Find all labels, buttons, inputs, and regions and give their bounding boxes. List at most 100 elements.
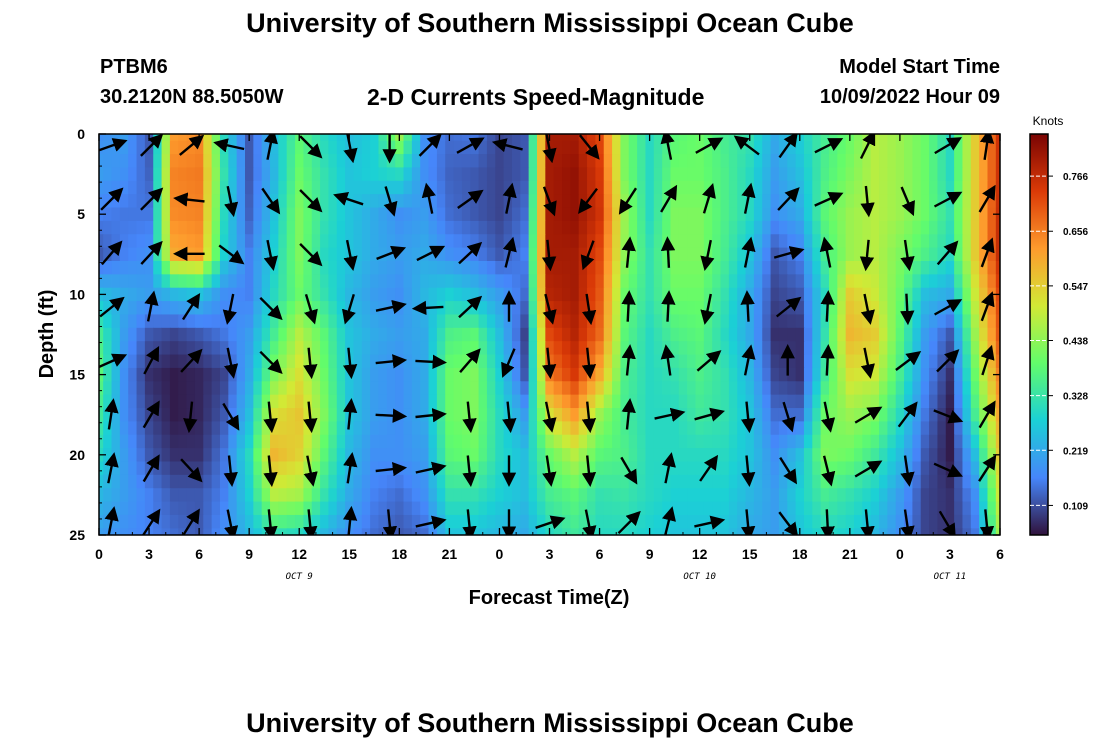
heat-cell (119, 220, 129, 235)
heat-cell (386, 234, 396, 249)
heat-cell (169, 488, 179, 503)
heat-cell (411, 461, 421, 476)
heat-cell (370, 154, 380, 169)
heat-cell (912, 140, 922, 155)
heat-cell (219, 194, 229, 209)
heat-cell (395, 314, 405, 329)
heat-cell (270, 140, 279, 155)
heat-cell (920, 421, 930, 436)
heat-cell (270, 394, 279, 409)
heat-cell (862, 327, 872, 342)
heat-cell (787, 154, 797, 169)
heat-cell (528, 514, 538, 529)
heat-cell (787, 220, 797, 235)
heat-cell (987, 461, 997, 476)
heat-cell (562, 207, 571, 222)
heat-cell (286, 341, 296, 356)
heat-cell (637, 448, 647, 463)
heat-cell (361, 287, 371, 302)
heat-cell (144, 327, 154, 342)
heat-cell (320, 461, 330, 476)
heat-cell (161, 474, 171, 489)
heat-cell (845, 287, 855, 302)
heat-cell (303, 314, 313, 329)
heat-cell (979, 207, 989, 222)
heat-cell (503, 434, 513, 449)
heat-cell (720, 154, 730, 169)
heat-cell (169, 314, 179, 329)
heat-cell (820, 394, 830, 409)
heat-cell (703, 327, 713, 342)
heat-cell (461, 134, 471, 142)
heat-cell (186, 367, 196, 382)
heat-cell (795, 180, 805, 195)
heat-cell (929, 514, 939, 529)
heat-cell (929, 234, 939, 249)
heat-cell (728, 501, 738, 516)
heat-cell (194, 434, 204, 449)
current-arrow (733, 135, 760, 156)
heat-cell (286, 247, 296, 262)
heat-cell (545, 220, 555, 235)
heat-cell (328, 474, 338, 489)
heat-cell (420, 314, 430, 329)
heat-cell (336, 180, 346, 195)
heat-cell (486, 134, 496, 142)
heat-cell (361, 154, 371, 169)
heat-cell (803, 408, 813, 422)
heat-cell (870, 381, 880, 396)
heat-cell (378, 448, 388, 463)
heat-cell (353, 514, 363, 529)
heat-cell (887, 474, 897, 489)
heat-cell (278, 154, 288, 169)
heat-cell (712, 528, 722, 535)
heat-cell (962, 274, 972, 289)
heat-cell (270, 154, 279, 169)
heat-cell (937, 260, 947, 275)
heat-cell (837, 180, 847, 195)
heat-cell (728, 220, 738, 235)
heat-cell (478, 394, 488, 409)
heat-cell (612, 154, 622, 169)
heat-cell (445, 207, 455, 222)
heat-cell (270, 367, 279, 382)
heat-cell (812, 421, 822, 436)
heat-cell (870, 474, 880, 489)
heat-cell (545, 434, 555, 449)
day-label: OCT 9 (286, 572, 313, 582)
heat-cell (570, 381, 580, 396)
heat-cell (979, 354, 989, 369)
heat-cell (762, 260, 772, 275)
heat-cell (603, 180, 613, 195)
heat-cell (194, 367, 204, 382)
heat-cell (161, 327, 171, 342)
heat-cell (895, 488, 905, 503)
heat-cell (186, 327, 196, 342)
heat-cell (478, 367, 488, 382)
heat-cell (970, 274, 980, 289)
heat-cell (587, 207, 596, 222)
heat-cell (628, 207, 638, 222)
heat-cell (595, 474, 605, 489)
heat-cell (520, 140, 530, 155)
heat-cell (194, 260, 204, 275)
heat-cell (920, 234, 930, 249)
heat-cell (795, 434, 805, 449)
heat-cell (261, 408, 271, 422)
heat-cell (478, 247, 488, 262)
current-arrow (143, 346, 160, 375)
heat-cell (879, 354, 888, 369)
heat-cell (470, 260, 480, 275)
heat-cell (253, 167, 263, 182)
heat-cell (703, 421, 713, 436)
heat-cell (144, 474, 154, 489)
heat-cell (253, 260, 263, 275)
heat-cell (528, 180, 538, 195)
heat-cell (753, 354, 763, 369)
heat-cell (361, 448, 371, 463)
heat-cell (103, 408, 113, 422)
heat-cell (353, 207, 363, 222)
heat-cell (461, 341, 471, 356)
x-tick-label: 0 (95, 546, 103, 562)
heat-cell (303, 207, 313, 222)
